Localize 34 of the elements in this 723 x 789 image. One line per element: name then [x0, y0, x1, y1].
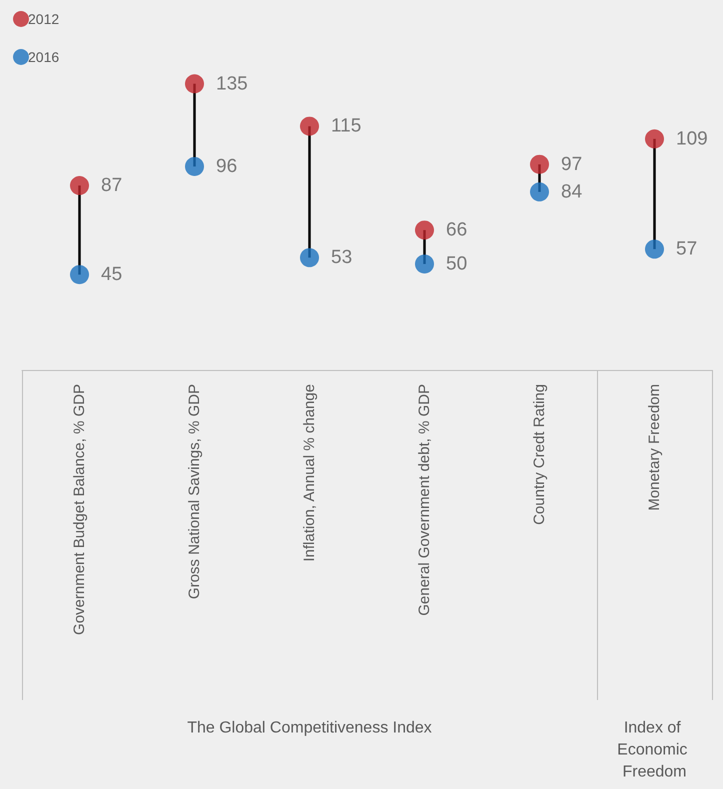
data-label: 96 [216, 156, 238, 177]
point [70, 265, 89, 284]
point [415, 254, 434, 274]
data-label: 115 [331, 116, 362, 137]
data-label: 84 [561, 181, 583, 202]
point [185, 74, 204, 94]
point [415, 220, 434, 240]
x-tick-label: Gross National Savings, % GDP [186, 384, 203, 600]
data-label: 53 [331, 247, 352, 268]
point [645, 240, 664, 259]
data-label: 50 [446, 254, 468, 274]
text: The Global Competitiveness Index [187, 720, 432, 736]
point [70, 176, 89, 196]
data-label: 97 [561, 154, 582, 175]
point [530, 154, 549, 174]
x-tick-label: Monetary Freedom [646, 384, 663, 511]
x-tick-label: Inflation, Annual % change [301, 384, 318, 562]
data-label: 135 [216, 73, 248, 94]
point [300, 116, 319, 136]
data-label: 57 [676, 238, 698, 260]
data-label: 109 [676, 128, 708, 150]
x-tick-label: Country Credt Rating [531, 384, 548, 525]
data-label: 66 [446, 220, 468, 241]
data-label: 87 [101, 175, 122, 196]
point [185, 156, 204, 176]
legend-label: 2012 [28, 11, 60, 27]
legend-label: 2016 [28, 49, 60, 65]
x-tick-label: Government Budget Balance, % GDP [71, 384, 88, 635]
point [645, 129, 664, 148]
x-tick-label: General Government debt, % GDP [416, 384, 433, 616]
text: Index of Economic Freedom [617, 720, 692, 780]
point [530, 182, 549, 202]
data-label: 45 [101, 264, 122, 286]
point [300, 248, 319, 268]
